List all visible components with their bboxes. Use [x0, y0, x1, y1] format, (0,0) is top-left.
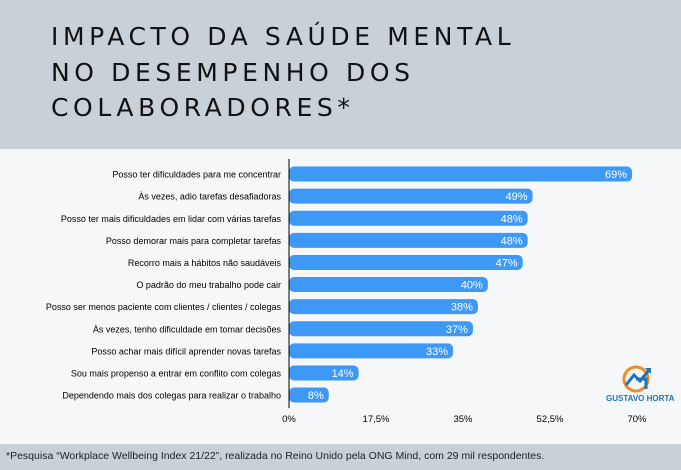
category-label: Posso ser menos paciente com clientes / …: [46, 302, 282, 312]
footnote: *Pesquisa “Workplace Wellbeing Index 21/…: [6, 450, 545, 462]
value-label: 48%: [501, 213, 523, 225]
logo-arrow-head: [645, 368, 651, 374]
category-label: Posso ter dificuldades para me concentra…: [112, 170, 281, 180]
x-tick-label: 35%: [453, 414, 473, 425]
footer-banner: *Pesquisa “Workplace Wellbeing Index 21/…: [0, 444, 681, 470]
logo-text: GUSTAVO HORTA: [606, 394, 675, 403]
value-label: 48%: [501, 235, 523, 247]
logo-icon: [622, 365, 652, 393]
category-label: Dependendo mais dos colegas para realiza…: [62, 391, 281, 401]
category-label: Posso demorar mais para completar tarefa…: [106, 236, 282, 246]
category-label: Posso ter mais dificuldades em lidar com…: [61, 214, 282, 224]
bar: [289, 232, 528, 248]
value-label: 49%: [506, 191, 528, 203]
category-label: O padrão do meu trabalho pode cair: [136, 280, 281, 290]
bar: [289, 166, 633, 182]
header-banner: IMPACTO DA SAÚDE MENTAL NO DESEMPENHO DO…: [0, 0, 681, 149]
category-label: Posso achar mais difícil aprender novas …: [91, 346, 281, 356]
value-label: 40%: [461, 280, 483, 292]
category-label: Às vezes, adio tarefas desafiadoras: [138, 192, 281, 202]
value-label: 33%: [426, 346, 448, 358]
x-tick-label: 0%: [282, 414, 296, 425]
logo-orange-ring: [622, 365, 650, 393]
x-tick-label: 17,5%: [363, 414, 390, 425]
value-label: 47%: [496, 257, 518, 269]
logo-arrow-line: [624, 368, 652, 386]
bar: [289, 277, 488, 293]
value-label: 8%: [308, 390, 324, 402]
category-label: Sou mais propenso a entrar em conflito c…: [71, 368, 282, 378]
bar: [289, 210, 528, 226]
bar: [289, 365, 359, 381]
bar: [289, 387, 329, 403]
category-label: Às vezes, tenho dificuldade em tomar dec…: [93, 324, 282, 334]
x-tick-label: 70%: [627, 414, 647, 425]
value-label: 37%: [446, 324, 468, 336]
value-label: 14%: [332, 368, 354, 380]
title-line-3: COLABORADORES*: [51, 93, 355, 122]
bar: [289, 188, 533, 204]
category-label: Recorro mais a hábitos não saudáveis: [128, 258, 282, 268]
title-line-1: IMPACTO DA SAÚDE MENTAL: [51, 22, 516, 51]
value-label: 69%: [605, 169, 627, 181]
bar: [289, 343, 454, 359]
bar: [289, 299, 478, 315]
value-label: 38%: [451, 302, 473, 314]
title-line-2: NO DESEMPENHO DOS: [51, 58, 415, 87]
chart-area: Posso ter dificuldades para me concentra…: [0, 149, 681, 444]
bar: [289, 254, 523, 270]
bar: [289, 321, 473, 337]
x-tick-label: 52,5%: [537, 414, 564, 425]
bar-chart: Posso ter dificuldades para me concentra…: [46, 159, 647, 425]
